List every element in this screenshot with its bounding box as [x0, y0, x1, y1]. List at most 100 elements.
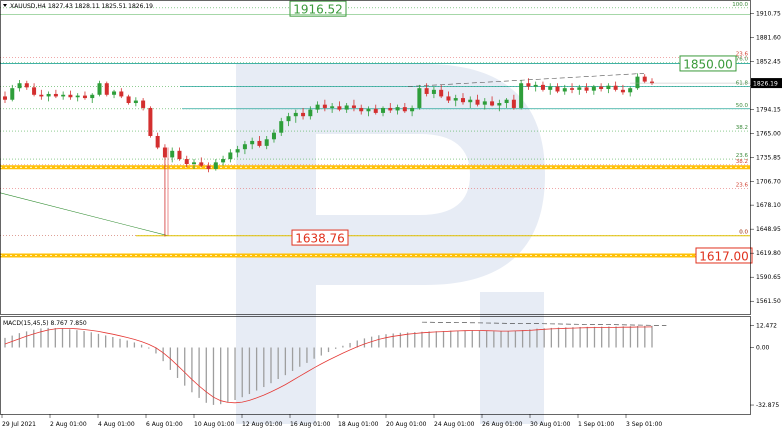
candle-body: [134, 101, 138, 103]
candle-body: [606, 86, 610, 89]
macd-histogram-group: [5, 326, 652, 405]
candle-body: [61, 95, 65, 97]
fib-extension-label: 38.2: [736, 159, 748, 165]
candle-body: [614, 86, 618, 90]
candle-body: [308, 110, 312, 117]
candle-body: [156, 136, 160, 148]
candle-body: [185, 159, 189, 164]
candle-body: [54, 94, 58, 96]
price-tick-label: 1619.80: [756, 250, 781, 257]
macd-tick-label: -32.875: [756, 402, 779, 409]
candle-body: [119, 91, 123, 96]
x-tick-label: 10 Aug 01:00: [194, 421, 235, 428]
x-tick-label: 26 Aug 01:00: [482, 421, 523, 428]
candle-body: [548, 87, 552, 90]
candle-body: [3, 96, 7, 99]
candle-body: [461, 98, 465, 102]
collapse-triangle-icon: [3, 4, 7, 7]
candle-body: [635, 77, 639, 89]
candle-body: [628, 88, 632, 92]
fib-extension-label: 23.6: [736, 183, 749, 189]
x-tick-label: 24 Aug 01:00: [434, 421, 475, 428]
candle-body: [90, 95, 94, 98]
candle-body: [345, 105, 349, 109]
candle-body: [243, 144, 247, 149]
candle-body: [76, 96, 80, 98]
x-tick-label: 1 Sep 01:00: [578, 421, 614, 428]
candle-body: [39, 95, 43, 97]
candle-body: [643, 77, 647, 82]
candle-body: [592, 87, 596, 91]
candle-body: [526, 83, 530, 86]
candle-body: [32, 87, 36, 94]
macd-tick-label: 12.472: [756, 323, 777, 330]
price-tick-label: 1881.60: [756, 34, 781, 41]
candle-body: [47, 94, 51, 96]
candle-body: [170, 151, 174, 158]
candle-body: [250, 141, 254, 144]
price-tick-label: 1590.65: [756, 274, 781, 281]
candle-body: [221, 159, 225, 162]
candle-body: [483, 101, 487, 104]
candle-body: [417, 88, 421, 108]
macd-divergence-line: [422, 322, 666, 325]
fib-level-label: 38.2: [736, 125, 748, 131]
candle-body: [388, 108, 392, 110]
candle-body: [337, 106, 341, 109]
candle-body: [425, 88, 429, 94]
candle-body: [199, 162, 203, 165]
ohlc-label: 1827.43 1828.11 1825.51 1826.19: [48, 3, 153, 10]
candle-body: [105, 83, 109, 95]
price-tick-label: 1852.45: [756, 58, 781, 65]
price-tick-label: 1794.15: [756, 106, 781, 113]
candle-body: [403, 107, 407, 111]
candle-body: [323, 105, 327, 108]
symbol-label: XAUUSD,H4: [10, 3, 46, 10]
x-tick-label: 16 Aug 01:00: [290, 421, 331, 428]
price-tick-label: 1561.50: [756, 298, 781, 305]
candle-body: [512, 100, 516, 108]
candle-body: [366, 109, 370, 111]
candle-body: [468, 100, 472, 102]
candle-body: [490, 101, 494, 105]
candle-body: [214, 162, 218, 169]
candle-body: [432, 90, 436, 94]
candle-body: [534, 85, 538, 87]
trend-line: [0, 193, 168, 236]
candle-body: [541, 85, 545, 90]
candle-body: [98, 83, 102, 95]
x-tick-label: 20 Aug 01:00: [386, 421, 427, 428]
macd-pane: MACD(15,45,5) 8.767 7.850: [3, 320, 666, 405]
candle-body: [330, 106, 334, 108]
x-tick-label: 6 Aug 01:00: [146, 421, 183, 428]
candle-body: [177, 151, 181, 159]
fib-extension-label: 23.6: [736, 52, 749, 58]
candle-body: [585, 87, 589, 90]
candle-body: [577, 87, 581, 89]
candle-body: [301, 113, 305, 116]
candle-body: [396, 107, 400, 110]
candle-body: [257, 141, 261, 146]
candle-body: [68, 95, 72, 97]
x-tick-label: 12 Aug 01:00: [242, 421, 283, 428]
candle-body: [563, 88, 567, 91]
candle-body: [555, 87, 559, 92]
price-box-label: 1850.00: [683, 57, 733, 71]
x-tick-label: 30 Aug 01:00: [530, 421, 571, 428]
candle-body: [294, 113, 298, 116]
candle-body: [359, 108, 363, 111]
candle-body: [192, 162, 196, 164]
x-tick-label: 3 Sep 01:00: [626, 421, 662, 428]
candle-body: [127, 96, 131, 103]
price-box-label: 1638.76: [295, 232, 345, 246]
x-tick-label: 29 Jul 2021: [2, 421, 36, 428]
x-tick-label: 18 Aug 01:00: [338, 421, 379, 428]
candle-body: [272, 133, 276, 140]
fib-level-label: 100.0: [732, 2, 748, 8]
candle-body: [446, 96, 450, 100]
fib-level-label: 61.8: [736, 81, 749, 87]
candle-body: [10, 88, 14, 100]
candle-body: [352, 105, 356, 107]
macd-label: MACD(15,45,5) 8.767 7.850: [3, 320, 87, 327]
